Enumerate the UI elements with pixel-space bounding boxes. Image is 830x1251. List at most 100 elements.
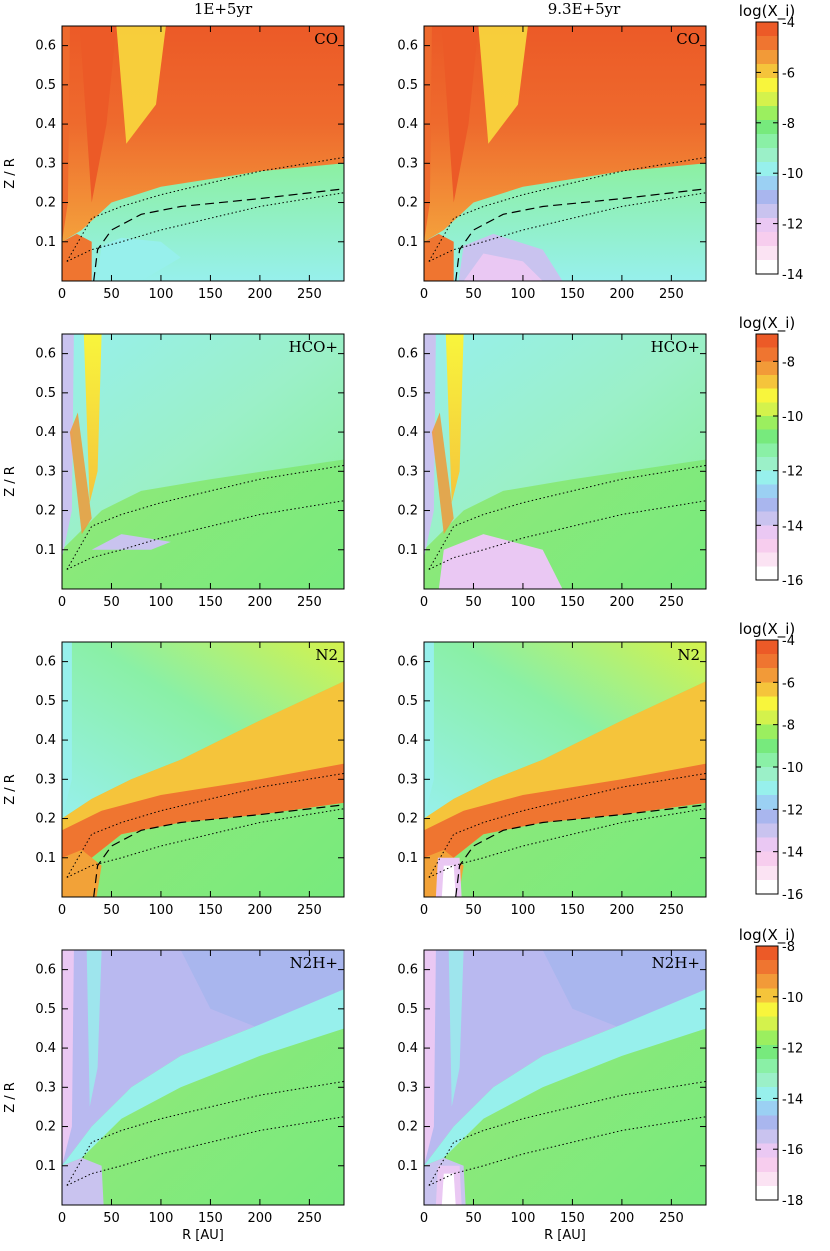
dotted-contour-0	[66, 1080, 344, 1186]
species-label: CO	[676, 30, 700, 48]
teal-transition	[62, 989, 344, 1166]
upper-atmosphere	[424, 642, 706, 819]
x-axis-title: R [AU]	[544, 1228, 586, 1243]
x-tick-label: 150	[198, 287, 223, 302]
upper-atmosphere	[62, 642, 344, 819]
y-tick-label: 0.3	[35, 464, 56, 479]
y-tick-label: 0.4	[397, 117, 418, 132]
dotted-contour-0	[428, 1080, 706, 1186]
y-tick-label: 0.6	[35, 655, 56, 670]
y-tick-label: 0.2	[397, 196, 418, 211]
inner-edge-purple	[62, 334, 74, 558]
y-tick-label: 0.4	[35, 1041, 56, 1056]
x-tick-label: 100	[149, 595, 174, 610]
column-title-right: 9.3E+5yr	[548, 0, 621, 18]
x-tick-label: 50	[103, 595, 120, 610]
colorbar-tick-label: -10	[782, 410, 803, 425]
y-tick-label: 0.3	[35, 772, 56, 787]
column-title-left: 1E+5yr	[194, 0, 253, 18]
colorbar-title: log(X_i)	[739, 314, 796, 333]
colorbar-co: log(X_i)-4 -6 -8 -10 -12 -14	[739, 2, 803, 283]
y-tick-label: 0.1	[397, 1159, 418, 1174]
y-tick-label: 0.1	[397, 851, 418, 866]
inner-empty-gap	[441, 1173, 456, 1205]
y-tick-label: 0.5	[35, 1002, 56, 1017]
colorbar-tick-label: -12	[782, 803, 803, 818]
y-tick-label: 0.3	[397, 464, 418, 479]
x-tick-label: 200	[247, 287, 272, 302]
x-tick-label: 100	[511, 903, 536, 918]
heatmap-field	[62, 642, 344, 897]
y-axis-title: Z / R	[3, 466, 18, 497]
colorbar-tick-label: -4	[782, 16, 795, 31]
x-tick-label: 250	[659, 287, 684, 302]
dotted-contour-1	[66, 808, 344, 878]
plot-frame	[61, 949, 345, 1206]
inner-edge	[62, 642, 72, 819]
x-tick-label: 100	[149, 903, 174, 918]
colorbar-tick-label: -8	[782, 719, 795, 734]
y-tick-label: 0.3	[397, 772, 418, 787]
y-tick-label: 0.5	[35, 694, 56, 709]
y-tick-label: 0.2	[35, 812, 56, 827]
inner-disk-core	[424, 233, 454, 281]
x-tick-label: 50	[103, 903, 120, 918]
dotted-contour-1	[428, 192, 706, 262]
x-tick-label: 200	[247, 903, 272, 918]
colorbar-ramp	[755, 945, 779, 1201]
y-tick-label: 0.1	[35, 851, 56, 866]
species-label: N2H+	[290, 954, 338, 972]
heatmap-field	[62, 334, 344, 589]
panel-n2-late: 0 50 100 150 200 250 0.1 0.2 0.3 0.4 0.5 0.6 N2	[397, 641, 707, 918]
x-tick-label: 150	[560, 287, 585, 302]
colorbar-tick-label: -8	[782, 117, 795, 132]
dotted-contour-0	[428, 156, 706, 262]
heatmap-field	[62, 26, 344, 281]
y-axis-title: Z / R	[3, 1082, 18, 1113]
panel-n2hplus-early: 0 50 100 150 200 250 0.1 0.2 0.3 0.4 0.5 0.6 N2H+ Z /…	[3, 949, 345, 1243]
y-tick-label: 0.5	[397, 1002, 418, 1017]
x-tick-label: 50	[103, 1211, 120, 1226]
x-tick-label: 150	[560, 595, 585, 610]
colorbar-tick-label: -14	[782, 846, 803, 861]
y-tick-label: 0.5	[35, 78, 56, 93]
x-tick-label: 100	[511, 1211, 536, 1226]
y-tick-label: 0.2	[397, 1120, 418, 1135]
y-tick-label: 0.1	[397, 543, 418, 558]
hco-plus-inner-streak	[431, 412, 454, 535]
inner-disk-core	[62, 1157, 104, 1205]
y-axis-title: Z / R	[3, 158, 18, 189]
y-tick-label: 0.4	[35, 425, 56, 440]
y-tick-label: 0.6	[35, 347, 56, 362]
depletion-pocket	[91, 534, 171, 550]
dotted-contour-0	[66, 156, 344, 262]
hco-plus-peak-streak	[83, 334, 102, 503]
panel-co-late: 0 50 100 150 200 250 0.1 0.2 0.3 0.4 0.5 0.6 CO	[397, 25, 707, 302]
colorbar-tick-label: -14	[782, 519, 803, 534]
hco-plus-inner-streak	[69, 412, 92, 535]
colorbar-ramp	[755, 333, 779, 581]
x-tick-label: 250	[659, 595, 684, 610]
x-tick-label: 150	[198, 595, 223, 610]
y-tick-label: 0.5	[397, 78, 418, 93]
y-tick-label: 0.2	[397, 504, 418, 519]
inner-edge	[424, 950, 436, 1166]
dotted-contour-0	[66, 772, 344, 878]
x-tick-label: 250	[659, 1211, 684, 1226]
x-tick-label: 0	[420, 1211, 428, 1226]
heatmap-field	[62, 950, 344, 1205]
species-label: N2H+	[652, 954, 700, 972]
cold-midplane-pocket	[96, 237, 181, 281]
n2-rich-layer	[424, 763, 706, 878]
dotted-contour-1	[66, 192, 344, 262]
y-tick-label: 0.4	[397, 425, 418, 440]
panel-grid: 0 50 100 150 200 250 0.1 0.2 0.3 0.4 0.5 0.6 CO Z / R…	[3, 25, 707, 1243]
x-tick-label: 250	[297, 903, 322, 918]
inner-jet-region	[441, 26, 479, 203]
dashed-contour-0	[93, 804, 344, 897]
y-tick-label: 0.5	[35, 386, 56, 401]
colorbar-title: log(X_i)	[739, 926, 796, 945]
x-tick-label: 150	[198, 1211, 223, 1226]
panel-hcoplus-early: 0 50 100 150 200 250 0.1 0.2 0.3 0.4 0.5 0.6 HCO+ Z /…	[3, 333, 345, 610]
colorbar-tick-label: -6	[782, 66, 795, 81]
